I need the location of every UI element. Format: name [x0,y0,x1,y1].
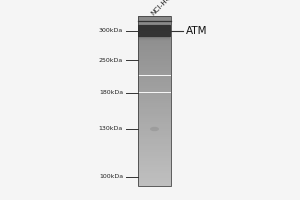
Bar [138,152,171,154]
Bar [138,52,171,54]
Bar [138,173,171,175]
Bar [138,56,171,58]
Bar [138,29,171,31]
Text: ATM: ATM [186,26,208,36]
Text: 130kDa: 130kDa [99,127,123,132]
Bar [138,71,171,73]
Bar [139,39,170,41]
Bar [138,84,171,86]
Bar [138,141,171,144]
Bar [138,54,171,56]
Bar [138,69,171,71]
Bar [138,137,171,139]
Text: NCI-H460: NCI-H460 [150,0,178,17]
Bar [138,120,171,122]
Bar [138,131,171,133]
Bar [138,116,171,118]
Text: 250kDa: 250kDa [99,58,123,62]
Bar [138,126,171,129]
Bar [138,107,171,109]
Bar [138,22,171,24]
Bar [138,86,171,88]
Bar [139,37,170,38]
Bar [138,39,171,42]
Bar [138,16,171,18]
Bar [138,184,171,186]
Bar [138,31,171,33]
Bar [138,25,171,27]
Bar [138,20,171,22]
Bar [138,67,171,69]
Text: 100kDa: 100kDa [99,174,123,180]
Bar [138,178,171,180]
Bar [138,144,171,146]
Bar [139,36,170,37]
Bar [138,133,171,135]
Bar [138,135,171,137]
Bar [138,169,171,171]
Bar [138,50,171,52]
Bar [139,40,170,42]
Text: 300kDa: 300kDa [99,28,123,33]
Bar [138,105,171,107]
Bar [138,78,171,80]
Bar [138,124,171,127]
Bar [138,182,171,184]
Text: 180kDa: 180kDa [99,90,123,96]
Bar [138,27,171,29]
Bar [138,82,171,84]
Bar [138,163,171,165]
Bar [138,156,171,158]
Bar [138,139,171,141]
Bar [138,114,171,116]
Bar [138,63,171,65]
Bar [139,38,170,40]
Bar [138,175,171,178]
Bar [138,33,171,35]
Bar [138,44,171,46]
Bar [138,165,171,167]
Bar [138,180,171,182]
Bar [138,18,171,20]
Bar [138,101,171,103]
Bar [138,42,171,44]
Bar [138,95,171,97]
Bar [138,46,171,48]
Bar [138,160,171,163]
Bar [138,158,171,160]
Bar [138,75,171,78]
Bar [138,167,171,169]
Ellipse shape [150,127,159,131]
Bar [138,90,171,92]
Bar [138,99,171,101]
Bar [138,37,171,39]
Bar [138,65,171,67]
Bar [138,109,171,112]
Bar [138,88,171,90]
Bar [138,129,171,131]
Bar [138,61,171,63]
FancyBboxPatch shape [138,25,171,37]
Bar [138,92,171,95]
Bar [138,171,171,173]
Bar [138,80,171,82]
Bar [138,16,171,186]
Bar [138,73,171,75]
Bar [138,35,171,37]
Bar [138,97,171,99]
Bar [138,150,171,152]
Bar [139,37,170,39]
Bar [138,154,171,156]
Bar [138,48,171,50]
Bar [138,146,171,148]
Bar [138,103,171,105]
Bar [138,118,171,120]
Bar [138,122,171,124]
Bar [138,148,171,150]
Bar [138,112,171,114]
Bar [138,58,171,61]
